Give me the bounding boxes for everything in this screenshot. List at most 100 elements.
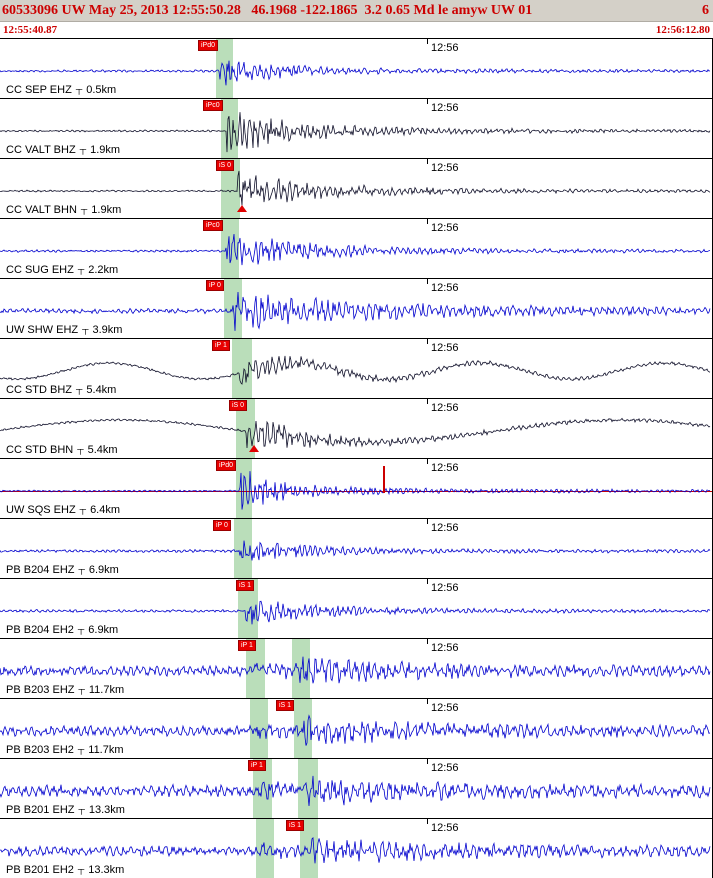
time-range-bar: 12:55:40.87 12:56:12.80 bbox=[0, 22, 713, 38]
pick-triangle-icon[interactable] bbox=[237, 205, 247, 212]
pick-flag[interactable]: iS 1 bbox=[286, 820, 305, 831]
waveform bbox=[0, 355, 711, 385]
pick-flag[interactable]: iS 0 bbox=[229, 400, 248, 411]
station-distance: 1.9km bbox=[91, 204, 122, 216]
minute-label: 12:56 bbox=[431, 102, 459, 114]
pick-highlight-band bbox=[236, 399, 255, 458]
scale-tick-icon: ┬ bbox=[77, 744, 85, 754]
trace-row[interactable]: 12:56 PB B201 EH2 ┬ 13.3km iS 1 bbox=[0, 818, 712, 878]
pick-highlight-band bbox=[300, 819, 318, 878]
coda-end-marker[interactable] bbox=[383, 466, 385, 493]
waveform bbox=[0, 291, 711, 331]
station-name: CC STD BHN bbox=[6, 444, 74, 456]
minute-label: 12:56 bbox=[431, 702, 459, 714]
trace-row[interactable]: 12:56 CC STD BHN ┬ 5.4km iS 0 bbox=[0, 398, 712, 458]
pick-flag[interactable]: iS 0 bbox=[216, 160, 235, 171]
trace-row[interactable]: 12:56 CC SEP EHZ ┬ 0.5km iPd0 bbox=[0, 38, 712, 98]
station-label: PB B203 EHZ ┬ 11.7km bbox=[6, 684, 124, 696]
minute-tick bbox=[427, 699, 428, 704]
trace-row[interactable]: 12:56 UW SHW EHZ ┬ 3.9km iP 0 bbox=[0, 278, 712, 338]
pick-flag[interactable]: iS 1 bbox=[276, 700, 295, 711]
station-label: PB B204 EH2 ┬ 6.9km bbox=[6, 624, 118, 636]
trace-row[interactable]: 12:56 UW SQS EHZ ┬ 6.4km iPd0 bbox=[0, 458, 712, 518]
pick-flag[interactable]: iPc0 bbox=[203, 220, 223, 231]
minute-label: 12:56 bbox=[431, 642, 459, 654]
station-distance: 5.4km bbox=[87, 444, 118, 456]
pick-flag[interactable]: iPc0 bbox=[203, 100, 223, 111]
minute-tick bbox=[427, 399, 428, 404]
station-label: UW SQS EHZ ┬ 6.4km bbox=[6, 504, 120, 516]
waveform bbox=[0, 714, 711, 746]
scale-tick-icon: ┬ bbox=[77, 624, 85, 634]
station-name: UW SQS EHZ bbox=[6, 504, 76, 516]
station-name: PB B201 EHZ bbox=[6, 804, 75, 816]
minute-label: 12:56 bbox=[431, 762, 459, 774]
trace-row[interactable]: 12:56 CC VALT BHN ┬ 1.9km iS 0 bbox=[0, 158, 712, 218]
minute-tick bbox=[427, 99, 428, 104]
waveform bbox=[0, 417, 711, 449]
scale-tick-icon: ┬ bbox=[79, 504, 87, 514]
minute-tick bbox=[427, 339, 428, 344]
waveform bbox=[0, 471, 711, 510]
pick-highlight-band bbox=[221, 159, 240, 218]
minute-tick bbox=[427, 759, 428, 764]
pick-triangle-icon[interactable] bbox=[249, 445, 259, 452]
minute-label: 12:56 bbox=[431, 222, 459, 234]
trace-row[interactable]: 12:56 CC SUG EHZ ┬ 2.2km iPc0 bbox=[0, 218, 712, 278]
minute-tick bbox=[427, 519, 428, 524]
pick-highlight-band bbox=[234, 519, 252, 578]
station-name: PB B203 EH2 bbox=[6, 744, 74, 756]
waveform bbox=[0, 233, 711, 266]
trace-row[interactable]: 12:56 PB B203 EHZ ┬ 11.7km iP 1 bbox=[0, 638, 712, 698]
trace-row[interactable]: 12:56 CC STD BHZ ┬ 5.4km iP 1 bbox=[0, 338, 712, 398]
pick-flag[interactable]: iP 0 bbox=[213, 520, 231, 531]
pick-flag[interactable]: iP 0 bbox=[206, 280, 224, 291]
station-distance: 6.9km bbox=[88, 564, 119, 576]
station-label: UW SHW EHZ ┬ 3.9km bbox=[6, 324, 122, 336]
pick-highlight-band bbox=[246, 639, 265, 698]
minute-label: 12:56 bbox=[431, 582, 459, 594]
station-label: CC STD BHN ┬ 5.4km bbox=[6, 444, 118, 456]
station-label: CC SUG EHZ ┬ 2.2km bbox=[6, 264, 118, 276]
trace-row[interactable]: 12:56 PB B204 EH2 ┬ 6.9km iS 1 bbox=[0, 578, 712, 638]
minute-label: 12:56 bbox=[431, 462, 459, 474]
pick-flag[interactable]: iS 1 bbox=[236, 580, 255, 591]
trace-row[interactable]: 12:56 PB B201 EHZ ┬ 13.3km iP 1 bbox=[0, 758, 712, 818]
pick-flag[interactable]: iPd0 bbox=[216, 460, 237, 471]
event-header: 60533096 UW May 25, 2013 12:55:50.28 46.… bbox=[0, 0, 713, 22]
event-station-count: 6 bbox=[702, 2, 709, 18]
pick-highlight-band bbox=[253, 759, 272, 818]
trace-row[interactable]: 12:56 PB B204 EHZ ┬ 6.9km iP 0 bbox=[0, 518, 712, 578]
station-label: PB B201 EH2 ┬ 13.3km bbox=[6, 864, 124, 876]
trace-row[interactable]: 12:56 PB B203 EH2 ┬ 11.7km iS 1 bbox=[0, 698, 712, 758]
scale-tick-icon: ┬ bbox=[77, 864, 85, 874]
pick-flag[interactable]: iP 1 bbox=[212, 340, 230, 351]
pick-highlight-band bbox=[221, 219, 239, 278]
station-name: PB B201 EH2 bbox=[6, 864, 74, 876]
waveform bbox=[0, 60, 711, 86]
station-label: PB B203 EH2 ┬ 11.7km bbox=[6, 744, 124, 756]
waveform bbox=[0, 540, 711, 561]
scale-tick-icon: ┬ bbox=[78, 804, 85, 814]
trace-row[interactable]: 12:56 CC VALT BHZ ┬ 1.9km iPc0 bbox=[0, 98, 712, 158]
station-label: CC VALT BHZ ┬ 1.9km bbox=[6, 144, 120, 156]
station-distance: 0.5km bbox=[86, 84, 117, 96]
scale-tick-icon: ┬ bbox=[77, 444, 84, 454]
scale-tick-icon: ┬ bbox=[75, 84, 83, 94]
pick-highlight-band bbox=[250, 699, 268, 758]
station-label: PB B201 EHZ ┬ 13.3km bbox=[6, 804, 125, 816]
window-start-time: 12:55:40.87 bbox=[3, 24, 58, 36]
scale-tick-icon: ┬ bbox=[77, 264, 85, 274]
pick-flag[interactable]: iP 1 bbox=[248, 760, 266, 771]
station-name: CC STD BHZ bbox=[6, 384, 72, 396]
event-summary: 60533096 UW May 25, 2013 12:55:50.28 46.… bbox=[2, 2, 533, 18]
minute-label: 12:56 bbox=[431, 522, 459, 534]
station-name: CC VALT BHN bbox=[6, 204, 77, 216]
pick-flag[interactable]: iPd0 bbox=[198, 40, 219, 51]
scale-tick-icon: ┬ bbox=[80, 204, 88, 214]
minute-tick bbox=[427, 639, 428, 644]
pick-flag[interactable]: iP 1 bbox=[238, 640, 256, 651]
waveform bbox=[0, 837, 711, 864]
station-distance: 5.4km bbox=[86, 384, 117, 396]
